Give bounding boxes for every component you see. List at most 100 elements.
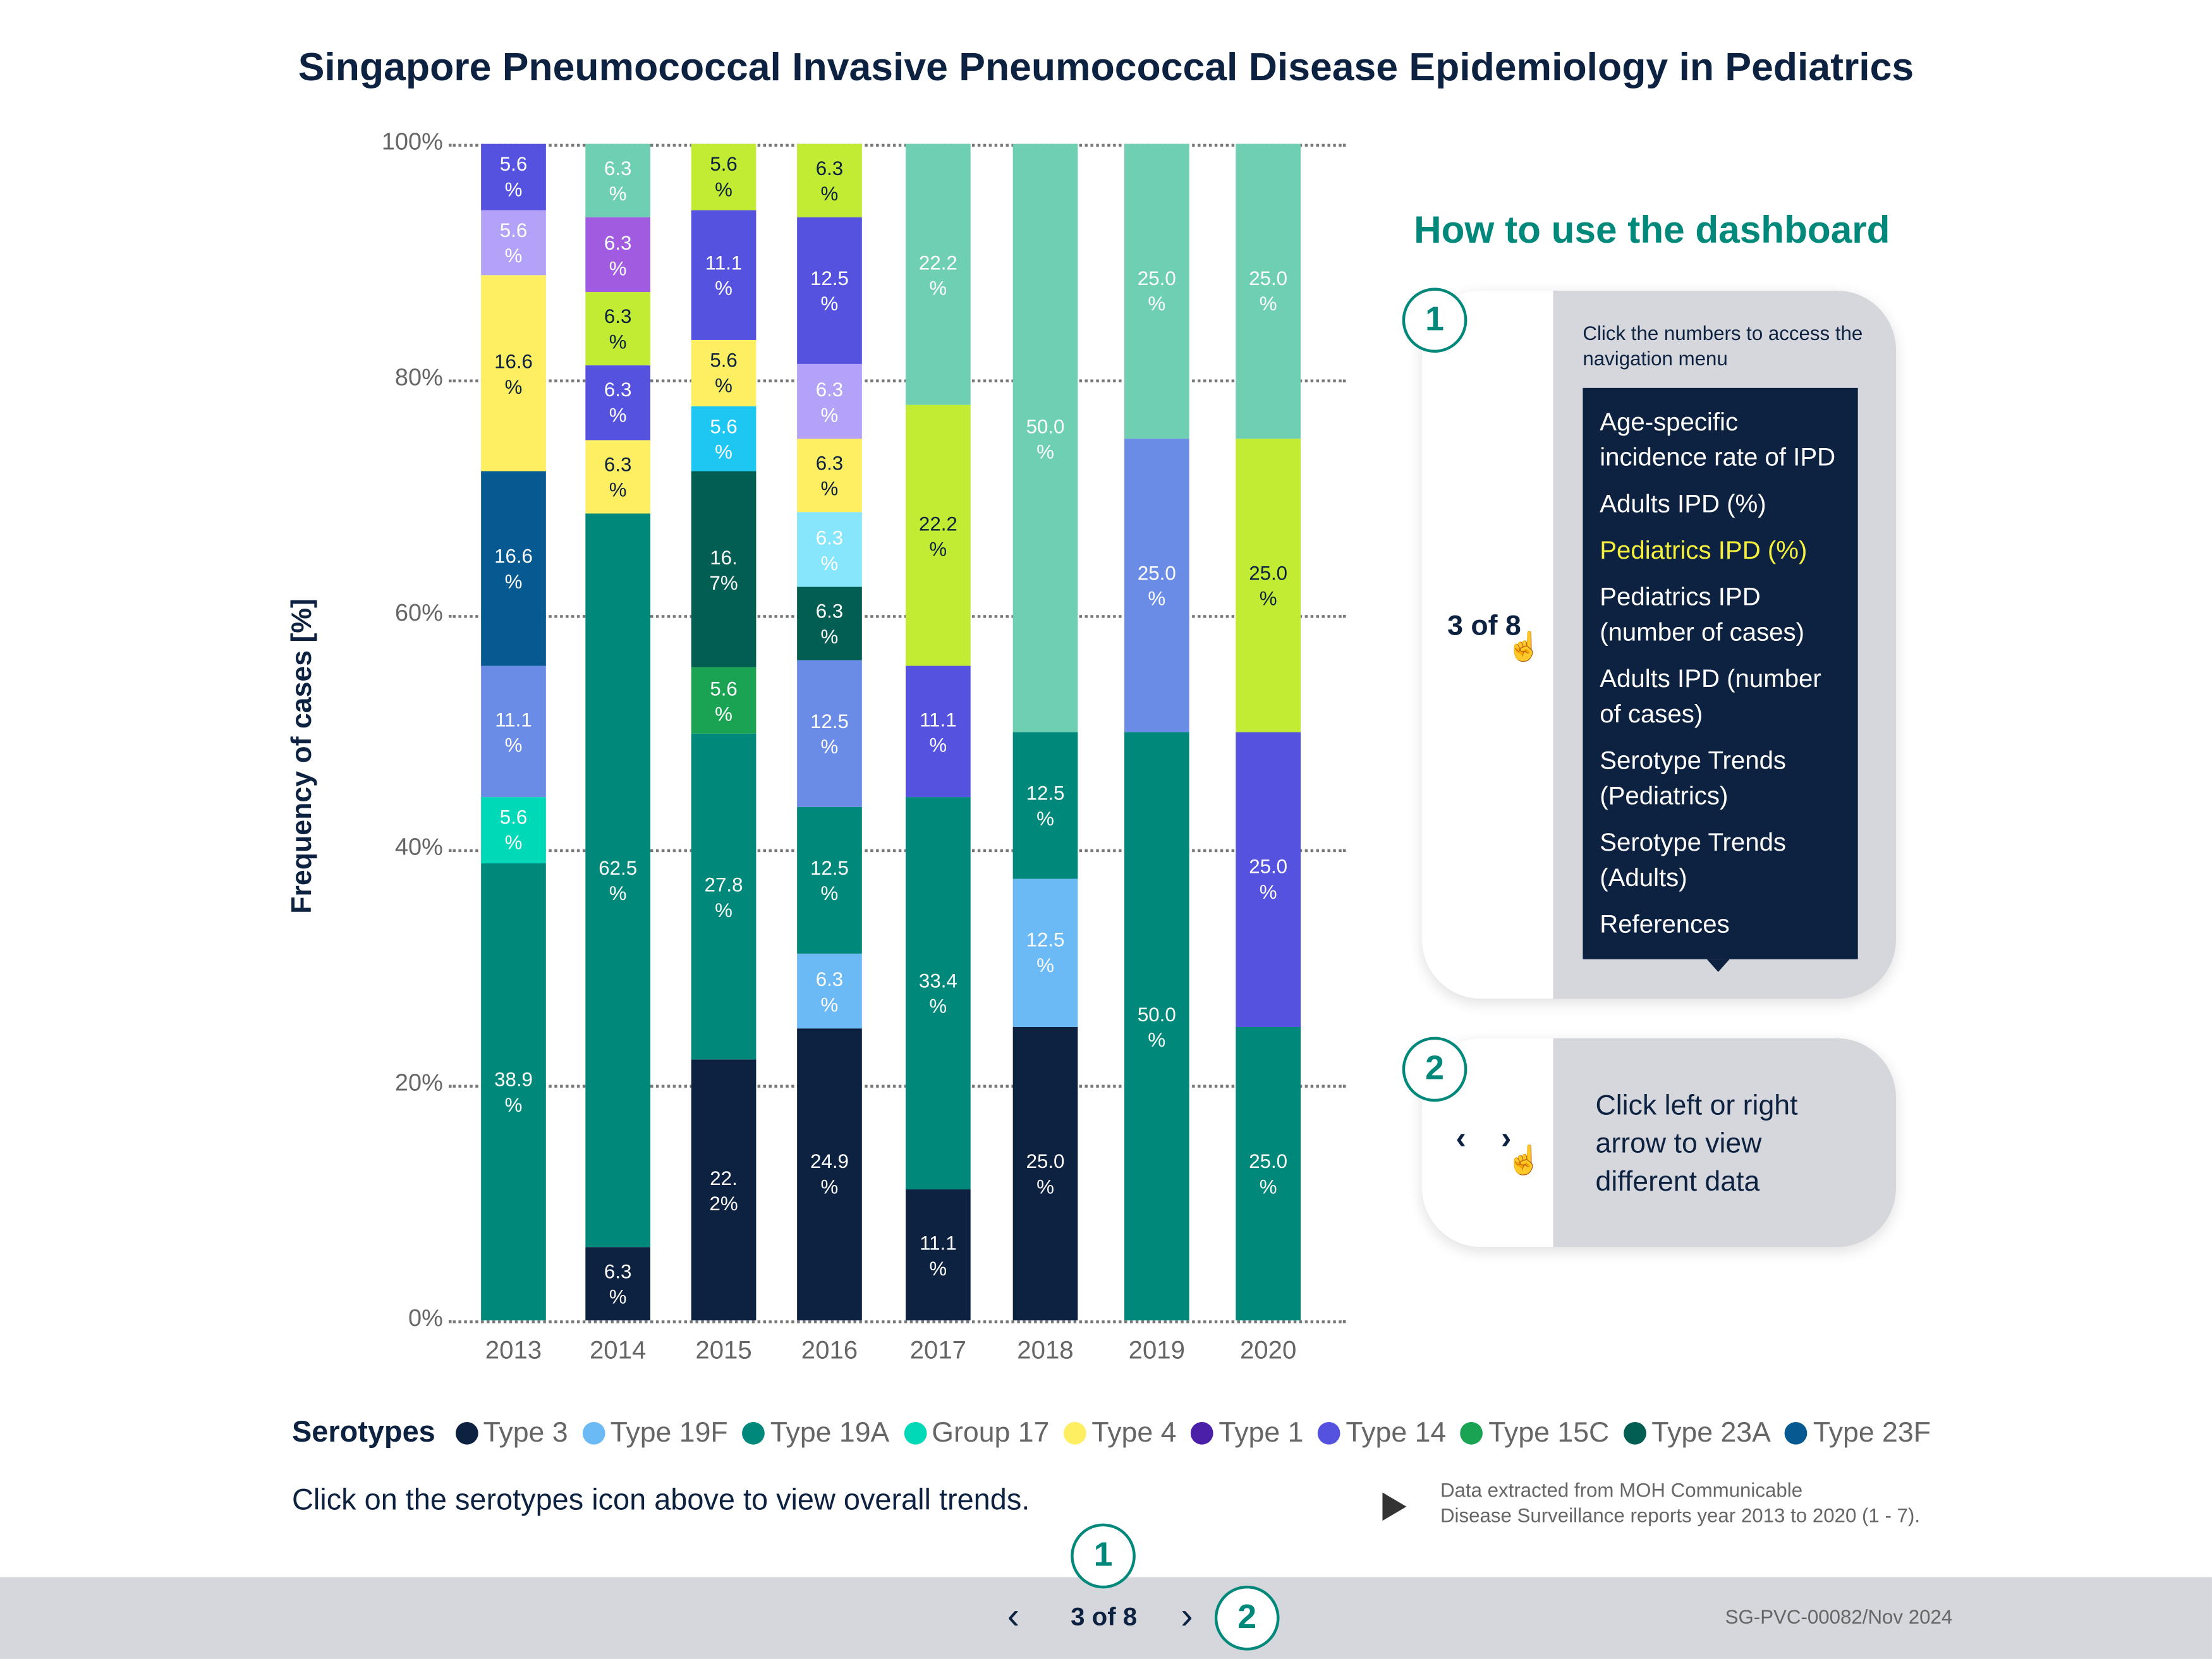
bar-segment[interactable]: 16. 7% (691, 471, 757, 668)
data-label: 50.0 % (1137, 1002, 1176, 1050)
bar-segment[interactable]: 6.3 % (585, 439, 650, 514)
bar-segment[interactable]: 6.3 % (585, 291, 650, 366)
legend-item[interactable]: Type 19F (581, 1417, 728, 1449)
bar-segment[interactable]: 12.5 % (1012, 879, 1078, 1026)
bar-segment[interactable]: 5.6 % (481, 796, 546, 863)
bar-segment[interactable]: 6.3 % (797, 438, 862, 513)
bar-segment[interactable]: 22.2 % (906, 404, 971, 667)
bar-segment[interactable]: 6.3 % (585, 217, 650, 292)
menu-item[interactable]: Adults IPD (number of cases) (1600, 664, 1821, 728)
bar-segment[interactable]: 16.6 % (481, 471, 546, 667)
bar-segment[interactable]: 6.3 % (797, 954, 862, 1028)
menu-item-active[interactable]: Pediatrics IPD (%) (1600, 536, 1808, 564)
bar-segment[interactable]: 5.6 % (481, 143, 546, 210)
play-icon[interactable] (1382, 1492, 1407, 1521)
bar-segment[interactable]: 25.0 % (1236, 732, 1301, 1026)
bar-segment[interactable]: 6.3 % (585, 143, 650, 218)
bar-segment[interactable]: 6.3 % (797, 586, 862, 661)
bar-segment[interactable]: 33.4 % (906, 796, 971, 1190)
data-label: 6.3 % (815, 967, 844, 1015)
data-label: 25.0 % (1026, 1149, 1065, 1198)
bar-segment[interactable]: 6.3 % (797, 364, 862, 439)
menu-item[interactable]: Pediatrics IPD (number of cases) (1600, 582, 1804, 647)
x-tick-label: 2020 (1239, 1335, 1297, 1364)
bar-segment[interactable]: 11.1 % (906, 1189, 971, 1321)
bar-segment[interactable]: 12.5 % (797, 217, 862, 365)
prev-page-button[interactable]: ‹ (1007, 1594, 1020, 1637)
x-tick-label: 2013 (485, 1335, 542, 1364)
source-note-line: Data extracted from MOH Communicable (1440, 1478, 1803, 1501)
bar-segment[interactable]: 6.3 % (797, 513, 862, 587)
data-label: 6.3 % (604, 231, 632, 279)
page-indicator[interactable]: 3 of 8 (1071, 1602, 1138, 1631)
hand-pointer-icon: ☝ (1506, 1145, 1542, 1177)
bar-segment[interactable]: 5.6 % (691, 667, 757, 734)
footer-bar (0, 1577, 2212, 1659)
menu-item[interactable]: Serotype Trends (Adults) (1600, 828, 1787, 892)
bar-segment[interactable]: 12.5 % (797, 660, 862, 808)
data-label: 12.5 % (810, 710, 849, 758)
next-page-button[interactable]: › (1181, 1594, 1193, 1637)
bar-segment[interactable]: 16.6 % (481, 276, 546, 471)
chevron-right-icon: › (1500, 1120, 1512, 1156)
bar-segment[interactable]: 50.0 % (1012, 143, 1078, 732)
bar-segment[interactable]: 6.3 % (585, 365, 650, 440)
bar-segment[interactable]: 5.6 % (481, 209, 546, 276)
legend-item[interactable]: Type 15C (1460, 1417, 1609, 1449)
bar-segment[interactable]: 50.0 % (1124, 732, 1189, 1321)
legend-item[interactable]: Type 14 (1317, 1417, 1446, 1449)
y-tick-label: 80% (394, 363, 443, 391)
legend-title: Serotypes (292, 1416, 435, 1449)
y-tick-label: 20% (394, 1069, 443, 1097)
data-label: 12.5 % (810, 267, 849, 315)
bar-segment[interactable]: 25.0 % (1236, 143, 1301, 439)
data-label: 24.9 % (810, 1150, 849, 1198)
bar-segment[interactable]: 11.1 % (906, 666, 971, 797)
legend-item[interactable]: Group 17 (903, 1417, 1049, 1449)
legend-item[interactable]: Type 3 (454, 1417, 568, 1449)
legend-label: Type 19A (770, 1417, 890, 1449)
bar-segment[interactable]: 11.1 % (481, 666, 546, 797)
bar-segment[interactable]: 25.0 % (1236, 438, 1301, 732)
legend-item[interactable]: Type 23F (1785, 1417, 1931, 1449)
bar-segment[interactable]: 62.5 % (585, 513, 650, 1247)
bar-segment[interactable]: 27.8 % (691, 733, 757, 1060)
bar-segment[interactable]: 25.0 % (1124, 438, 1189, 732)
bar-segment[interactable]: 38.9 % (481, 863, 546, 1321)
data-label: 62.5 % (599, 856, 638, 904)
bar-segment[interactable]: 25.0 % (1236, 1026, 1301, 1321)
bar-segment[interactable]: 22. 2% (691, 1059, 757, 1321)
legend-item[interactable]: Type 1 (1190, 1417, 1303, 1449)
bar-segment[interactable]: 5.6 % (691, 339, 757, 406)
data-label: 11.1 % (495, 707, 532, 756)
legend-item[interactable]: Type 4 (1063, 1417, 1176, 1449)
data-label: 6.3 % (815, 377, 844, 426)
legend-dot-icon (1785, 1421, 1808, 1445)
menu-item[interactable]: References (1600, 909, 1730, 939)
bar-segment[interactable]: 22.2 % (906, 143, 971, 405)
legend-item[interactable]: Type 19A (742, 1417, 889, 1449)
legend-item[interactable]: Type 23A (1623, 1417, 1771, 1449)
menu-item[interactable]: Serotype Trends (Pediatrics) (1600, 746, 1787, 810)
bar-segment[interactable]: 24.9 % (797, 1028, 862, 1321)
bar-segment[interactable]: 6.3 % (585, 1246, 650, 1321)
bar-segment[interactable]: 12.5 % (797, 807, 862, 954)
legend: Serotypes Type 3 Type 19F Type 19A Group 17… (292, 1416, 1945, 1450)
bar-segment[interactable]: 12.5 % (1012, 732, 1078, 880)
menu-item[interactable]: Adults IPD (%) (1600, 489, 1766, 518)
bar-segment[interactable]: 5.6 % (691, 405, 757, 472)
menu-item[interactable]: Age-specific incidence rate of IPD (1600, 408, 1836, 471)
x-tick-label: 2017 (909, 1335, 967, 1364)
bar-segment[interactable]: 25.0 % (1124, 143, 1189, 439)
bar-segment[interactable]: 11.1 % (691, 209, 757, 340)
bar-segment[interactable]: 6.3 % (797, 143, 862, 218)
step-2-text: Click left or right arrow to view differ… (1595, 1090, 1798, 1198)
data-label: 38.9 % (494, 1067, 533, 1116)
step-1-text: Click the numbers to access the navigati… (1583, 321, 1863, 370)
legend-label: Type 23A (1651, 1417, 1771, 1449)
x-tick-label: 2019 (1128, 1335, 1185, 1364)
y-axis-label: Frequency of cases [%] (287, 599, 319, 914)
bar-segment[interactable]: 25.0 % (1012, 1026, 1078, 1321)
data-label: 6.3 % (604, 305, 632, 353)
bar-segment[interactable]: 5.6 % (691, 143, 757, 210)
